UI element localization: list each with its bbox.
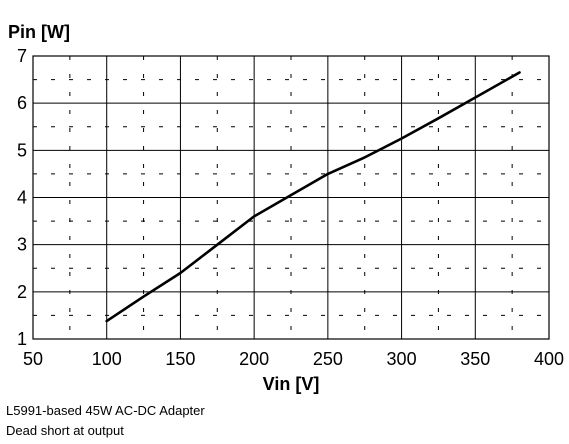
y-tick-label: 3	[17, 235, 27, 255]
data-point	[400, 137, 403, 140]
x-axis-label: Vin [V]	[263, 374, 320, 394]
y-tick-label: 2	[17, 282, 27, 302]
data-point	[290, 194, 292, 197]
plot-frame	[32, 55, 550, 340]
y-tick-label: 5	[17, 140, 27, 160]
x-tick-label: 350	[460, 349, 490, 369]
data-point	[179, 271, 182, 274]
data-points	[105, 71, 521, 323]
caption-line-2: Dead short at output	[6, 423, 124, 438]
data-point	[437, 117, 440, 120]
data-point	[363, 156, 366, 159]
y-tick-label: 7	[17, 46, 27, 66]
data-point	[142, 295, 145, 298]
y-tick-label: 4	[17, 188, 27, 208]
data-point	[518, 71, 521, 74]
y-tick-label: 6	[17, 93, 27, 113]
x-tick-label: 150	[165, 349, 195, 369]
x-tick-label: 400	[534, 349, 564, 369]
y-tick-labels: 1 2 3 4 5 6 7	[17, 46, 27, 349]
x-tick-label: 250	[313, 349, 343, 369]
x-tick-labels: 50 100 150 200 250 300 350 400	[23, 349, 564, 369]
data-point	[105, 320, 108, 323]
data-point	[253, 215, 256, 218]
x-tick-label: 200	[239, 349, 269, 369]
series-line	[105, 71, 521, 323]
caption-line-1: L5991-based 45W AC-DC Adapter	[6, 403, 205, 418]
y-axis-label: Pin [W]	[8, 22, 70, 42]
x-tick-label: 100	[92, 349, 122, 369]
data-point	[216, 243, 219, 246]
data-point	[474, 96, 477, 99]
x-tick-label: 50	[23, 349, 43, 369]
x-tick-label: 300	[387, 349, 417, 369]
data-point	[326, 172, 329, 175]
y-tick-label: 1	[17, 329, 27, 349]
